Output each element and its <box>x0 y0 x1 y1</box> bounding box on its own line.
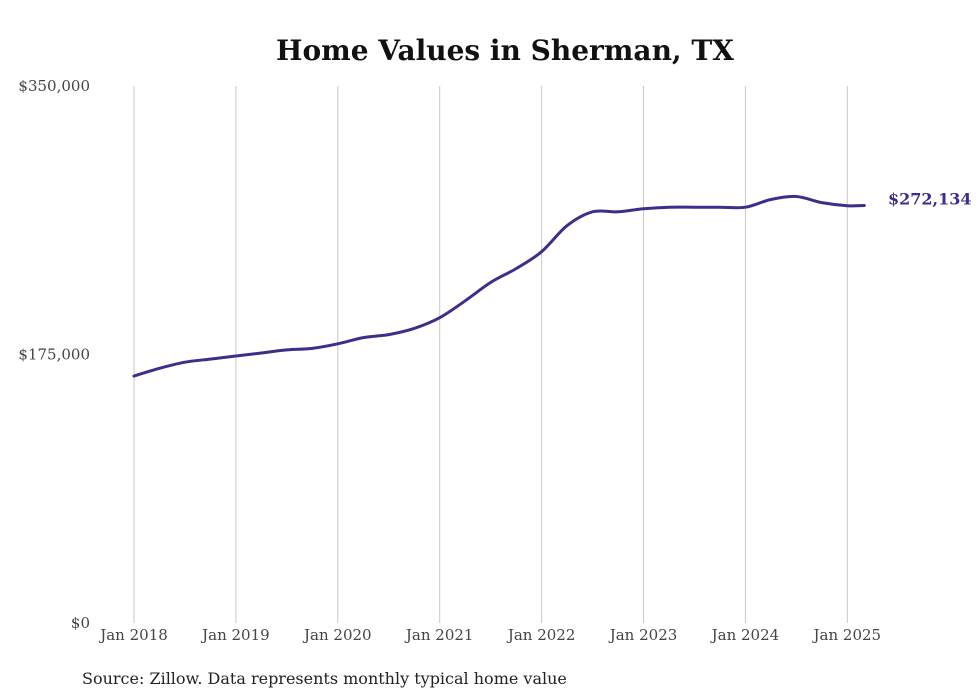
x-tick-label: Jan 2024 <box>710 626 780 644</box>
x-axis: Jan 2018 Jan 2019 Jan 2020 Jan 2021 Jan 2022… <box>98 626 881 644</box>
y-tick-label: $175,000 <box>18 346 90 364</box>
y-tick-label: $350,000 <box>18 77 90 95</box>
y-axis: $350,000 $175,000 $0 <box>18 77 90 632</box>
x-tick-label: Jan 2019 <box>200 626 270 644</box>
x-tick-label: Jan 2023 <box>608 626 678 644</box>
x-tick-label: Jan 2022 <box>506 626 576 644</box>
y-tick-label: $0 <box>71 614 90 632</box>
grid-layer <box>133 86 848 623</box>
x-tick-label: Jan 2020 <box>302 626 372 644</box>
chart-title: Home Values in Sherman, TX <box>276 34 734 67</box>
series-layer <box>132 194 866 378</box>
series-line <box>132 194 866 378</box>
x-tick-label: Jan 2025 <box>812 626 882 644</box>
x-tick-label: Jan 2018 <box>98 626 168 644</box>
source-note: Source: Zillow. Data represents monthly … <box>82 669 567 688</box>
end-value-label: $272,134 <box>888 190 972 209</box>
x-tick-label: Jan 2021 <box>404 626 474 644</box>
